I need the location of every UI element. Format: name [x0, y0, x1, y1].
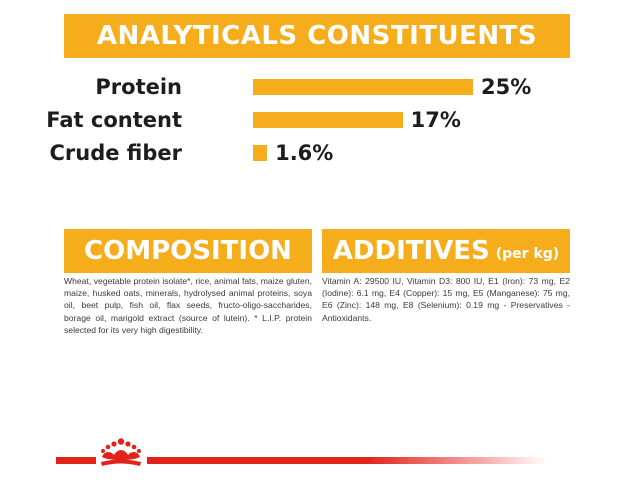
- additives-unit: (per kg): [495, 246, 560, 262]
- protein-row: Protein 25%: [64, 72, 570, 102]
- crude-fiber-row: Crude fiber 1.6%: [49, 138, 570, 168]
- fat-content-row: Fat content 17%: [46, 105, 570, 135]
- fat-content-value: 17%: [410, 108, 461, 132]
- composition-title: COMPOSITION: [84, 236, 292, 266]
- crude-fiber-value: 1.6%: [275, 141, 334, 165]
- crude-fiber-label: Crude fiber: [49, 141, 182, 165]
- fat-content-label: Fat content: [46, 108, 182, 132]
- protein-label: Protein: [95, 75, 182, 99]
- protein-value: 25%: [481, 75, 532, 99]
- analytical-constituents-title: ANALYTICALS CONSTITUENTS: [96, 21, 538, 51]
- additives-title: ADDITIVES: [332, 236, 490, 266]
- crude-fiber-bar: [253, 145, 268, 161]
- additives-text: Vitamin A: 29500 IU, Vitamin D3: 800 IU,…: [322, 276, 570, 323]
- protein-bar: [253, 79, 473, 95]
- additives-banner: ADDITIVES (per kg): [322, 229, 570, 273]
- analytical-constituents-banner: ANALYTICALS CONSTITUENTS: [64, 14, 570, 58]
- footer-red-line-right: [147, 457, 547, 464]
- composition-text: Wheat, vegetable protein isolate*, rice,…: [64, 276, 312, 335]
- composition-banner: COMPOSITION: [64, 229, 312, 273]
- footer-red-line-left: [56, 457, 96, 464]
- crown-logo-icon: [101, 438, 141, 466]
- fat-content-bar: [253, 112, 403, 128]
